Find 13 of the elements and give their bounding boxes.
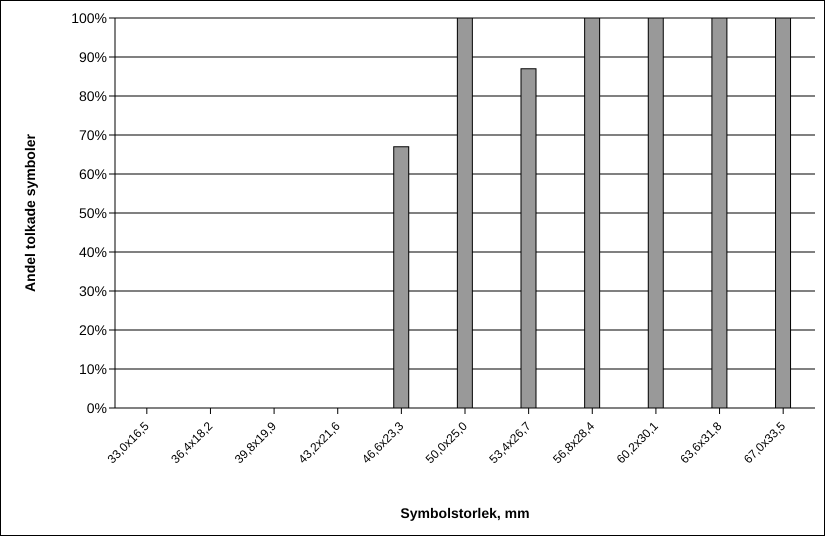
y-tick-label: 0% xyxy=(86,400,107,416)
y-tick-label: 20% xyxy=(78,322,107,338)
x-axis-title: Symbolstorlek, mm xyxy=(400,505,530,521)
y-tick-label: 80% xyxy=(78,88,107,104)
y-tick-label: 50% xyxy=(78,204,107,221)
y-tick-label: 90% xyxy=(78,48,107,65)
y-tick-label: 10% xyxy=(78,360,107,377)
y-tick-label: 70% xyxy=(78,126,107,143)
y-tick-label: 100% xyxy=(71,10,107,26)
y-tick-label: 60% xyxy=(78,166,107,182)
y-tick-label: 30% xyxy=(78,282,107,299)
y-tick-label: 40% xyxy=(78,244,107,260)
y-axis-title: Andel tolkade symboler xyxy=(22,133,38,292)
